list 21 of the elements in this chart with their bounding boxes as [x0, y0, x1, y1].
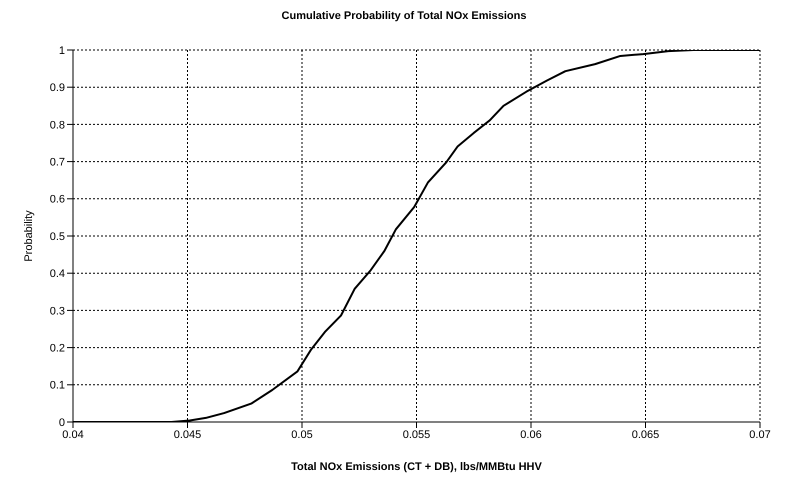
y-tick-label: 0.3 — [50, 305, 65, 318]
y-tick-label: 0.6 — [50, 194, 65, 206]
x-tick-label: 0.06 — [520, 428, 542, 441]
x-tick-label: 0.07 — [749, 428, 771, 441]
y-tick-label: 0.7 — [50, 156, 65, 169]
y-tick-label: 0.2 — [50, 342, 65, 355]
x-tick-label: 0.055 — [402, 428, 430, 441]
y-tick-label: 0.9 — [50, 82, 65, 94]
chart-title: Cumulative Probability of Total NOx Emissions — [280, 10, 528, 24]
x-tick-label: 0.045 — [174, 428, 202, 441]
x-tick-label: 0.05 — [291, 428, 313, 441]
x-axis-title: Total NOx Emissions (CT + DB), lbs/MMBtu HHV — [291, 461, 542, 473]
y-tick-label: 0.5 — [50, 230, 65, 243]
x-tick-label: 0.065 — [632, 428, 660, 441]
y-tick-label: 0 — [58, 416, 65, 429]
y-tick-label: 1 — [58, 44, 65, 57]
x-tick-label: 0.04 — [62, 428, 84, 441]
y-tick-label: 0.8 — [50, 119, 65, 132]
y-tick-label: 0.4 — [50, 268, 65, 280]
y-tick-label: 0.1 — [50, 380, 65, 392]
y-axis-title: Probability — [22, 210, 35, 262]
